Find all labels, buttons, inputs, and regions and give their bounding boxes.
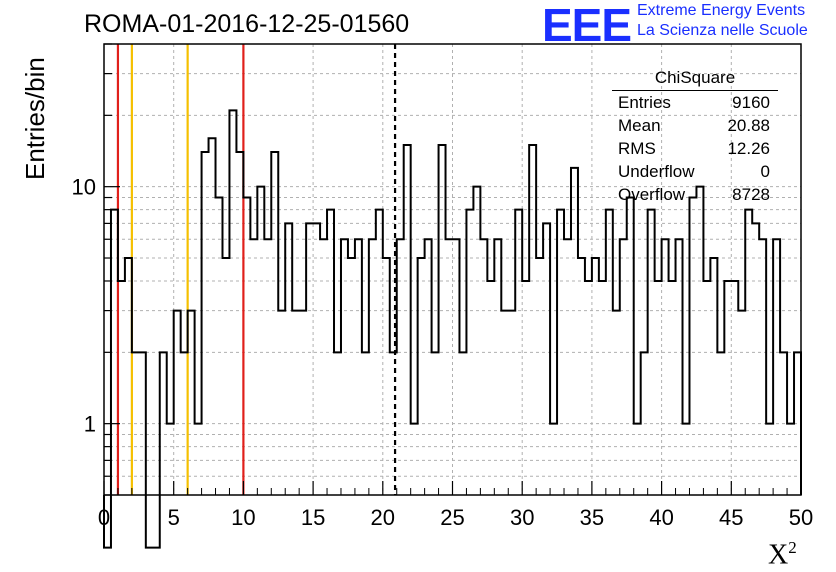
- y-tick-label: 1: [84, 412, 96, 437]
- chart-title: ROMA-01-2016-12-25-01560: [84, 10, 410, 38]
- stats-row-overflow: Overflow 8728: [612, 183, 778, 206]
- x-axis-label-sup: 2: [788, 538, 797, 557]
- stats-label: Mean: [618, 116, 661, 135]
- x-tick-label: 50: [789, 505, 813, 530]
- x-tick-label: 35: [580, 505, 604, 530]
- y-axis-label: Entries/bin: [20, 57, 50, 180]
- x-tick-label: 40: [649, 505, 673, 530]
- stats-label: Overflow: [618, 185, 686, 204]
- y-tick-label: 10: [72, 175, 96, 200]
- x-axis-label-base: X: [768, 539, 789, 571]
- stats-value: 12.26: [727, 139, 770, 158]
- x-tick-label: 45: [719, 505, 743, 530]
- histogram-series: [103, 109, 802, 549]
- stats-value: 9160: [732, 93, 770, 112]
- stats-row-underflow: Underflow 0: [612, 160, 778, 183]
- stats-value: 0: [760, 162, 770, 181]
- stats-label: RMS: [618, 139, 656, 158]
- stats-title: ChiSquare: [612, 68, 778, 91]
- x-tick-label: 15: [301, 505, 325, 530]
- x-tick-label: 5: [168, 505, 180, 530]
- stats-value: 8728: [732, 185, 770, 204]
- stats-label: Entries: [618, 93, 671, 112]
- x-axis-label: X2: [768, 538, 797, 571]
- logo-subtitle-2: La Scienza nelle Scuole: [637, 22, 808, 39]
- logo-subtitle-1: Extreme Energy Events: [637, 2, 806, 19]
- axis-tick-labels: 0 5 10 15 20 25 30 35 40 45 50 1 10: [72, 175, 814, 530]
- stats-box: ChiSquare Entries 9160 Mean 20.88 RMS 12.26…: [612, 68, 778, 206]
- x-tick-label: 10: [231, 505, 255, 530]
- x-tick-label: 0: [98, 505, 110, 530]
- x-tick-label: 20: [371, 505, 395, 530]
- stats-row-mean: Mean 20.88: [612, 114, 778, 137]
- stats-row-entries: Entries 9160: [612, 91, 778, 114]
- axis-ticks: [103, 43, 802, 496]
- stats-value: 20.88: [727, 116, 770, 135]
- grid-lines: [104, 43, 801, 496]
- stats-row-rms: RMS 12.26: [612, 137, 778, 160]
- stats-label: Underflow: [618, 162, 695, 181]
- x-tick-label: 25: [440, 505, 464, 530]
- eee-logo: EEE: [542, 0, 632, 51]
- x-tick-label: 30: [510, 505, 534, 530]
